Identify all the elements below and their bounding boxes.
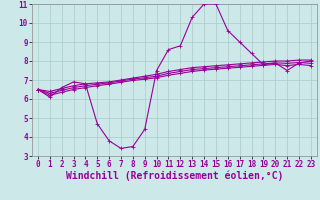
X-axis label: Windchill (Refroidissement éolien,°C): Windchill (Refroidissement éolien,°C)	[66, 171, 283, 181]
